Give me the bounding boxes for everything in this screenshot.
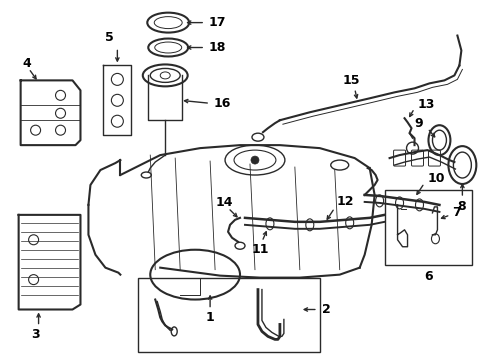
Bar	[384, 190, 471, 265]
Text: 10: 10	[427, 171, 444, 185]
Text: 4: 4	[22, 57, 31, 70]
Text: 5: 5	[105, 31, 114, 44]
Text: 7: 7	[451, 206, 460, 219]
Text: 1: 1	[204, 311, 213, 324]
Text: 18: 18	[208, 41, 225, 54]
Text: 6: 6	[424, 270, 432, 283]
Text: 16: 16	[213, 97, 230, 110]
Text: 14: 14	[215, 197, 232, 210]
Text: 17: 17	[208, 16, 225, 29]
Circle shape	[250, 156, 259, 164]
Text: 8: 8	[456, 201, 465, 213]
Text: 13: 13	[417, 98, 434, 111]
Bar	[138, 278, 319, 352]
Text: 9: 9	[414, 117, 422, 130]
Text: 2: 2	[321, 303, 330, 316]
Text: 11: 11	[251, 243, 269, 256]
Text: 15: 15	[342, 74, 360, 87]
Text: 12: 12	[336, 195, 353, 208]
Text: 3: 3	[32, 328, 40, 341]
